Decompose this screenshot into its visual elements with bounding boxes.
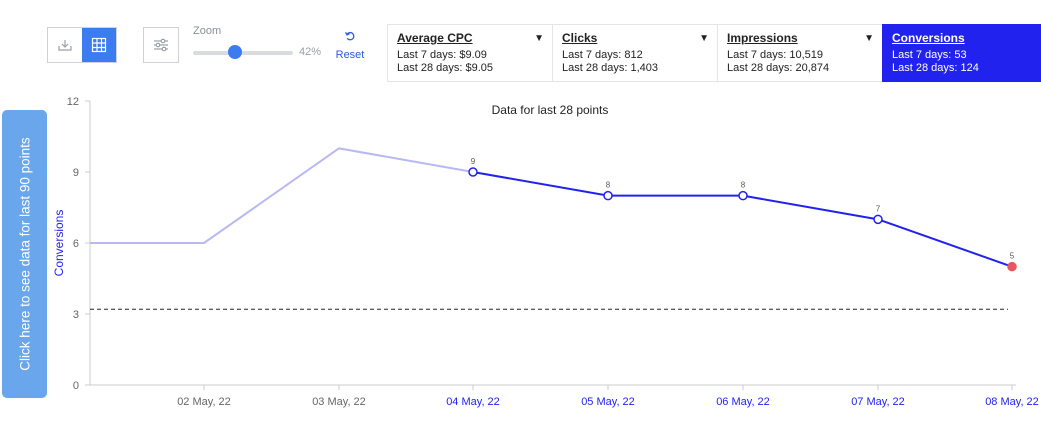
reset-label: Reset: [335, 49, 365, 61]
metric-title: Average CPC: [397, 31, 473, 45]
dropdown-arrow-icon[interactable]: ▼: [534, 33, 544, 44]
dropdown-arrow-icon[interactable]: ▼: [699, 33, 709, 44]
y-tick-label: 0: [73, 380, 79, 392]
y-axis-label: Conversions: [52, 210, 66, 277]
metric-last-7: Last 7 days: 812: [562, 49, 643, 61]
data-label: 5: [1010, 252, 1015, 261]
chart-axes: 0 3 6 9 12 02 May, 22 03 May, 22 04 May, 22 05 M…: [67, 96, 1039, 408]
metric-last-7: Last 7 days: 10,519: [727, 49, 824, 61]
download-chart-icon[interactable]: [48, 28, 82, 62]
metric-title: Conversions: [892, 31, 965, 45]
x-tick-label: 03 May, 22: [312, 396, 366, 408]
data-point: [738, 190, 748, 201]
x-tick-label: 07 May, 22: [851, 396, 905, 408]
metric-card-conversions[interactable]: Conversions Last 7 days: 53 Last 28 days…: [882, 24, 1041, 82]
metric-last-28: Last 28 days: 1,403: [562, 62, 659, 74]
x-tick-label: 02 May, 22: [177, 396, 231, 408]
conversions-line-chart: Data for last 28 points Conversions 0 3 6 9…: [52, 96, 1039, 408]
x-tick-label: 05 May, 22: [581, 396, 635, 408]
metric-last-28: Last 28 days: 124: [892, 62, 979, 74]
metric-card-clicks[interactable]: Clicks ▼ Last 7 days: 812 Last 28 days: …: [552, 24, 718, 82]
chart-title: Data for last 28 points: [492, 103, 609, 117]
y-tick-label: 9: [73, 167, 79, 179]
dropdown-arrow-icon[interactable]: ▼: [864, 33, 874, 44]
metric-title: Clicks: [562, 31, 598, 45]
data-label: 7: [876, 204, 881, 213]
zoom-slider-track[interactable]: [193, 51, 293, 55]
undo-icon: [330, 30, 370, 44]
data-point: [603, 190, 613, 201]
metric-card-average-cpc[interactable]: Average CPC ▼ Last 7 days: $9.09 Last 28…: [387, 24, 553, 82]
x-tick-label: 08 May, 22: [985, 396, 1039, 408]
y-tick-label: 3: [73, 309, 79, 321]
series-conversions: [90, 147, 1013, 268]
reset-button[interactable]: Reset: [330, 30, 370, 61]
last-90-points-button[interactable]: Click here to see data for last 90 point…: [2, 110, 47, 398]
y-tick-label: 12: [67, 96, 79, 108]
metric-title: Impressions: [727, 31, 798, 45]
data-label: 9: [471, 157, 476, 166]
zoom-slider-handle[interactable]: [228, 45, 242, 59]
data-point-highlighted: [1007, 261, 1017, 272]
zoom-value: 42%: [299, 46, 322, 58]
data-point: [873, 214, 883, 225]
data-point: [468, 167, 478, 177]
data-label: 8: [606, 181, 611, 190]
sliders-icon[interactable]: [143, 27, 179, 63]
data-points: 9 8 8 7 5: [468, 157, 1017, 272]
view-toggle: [47, 27, 117, 63]
faded-series-line: [90, 147, 474, 244]
y-tick-label: 6: [73, 238, 79, 250]
metric-last-7: Last 7 days: $9.09: [397, 49, 487, 61]
metric-card-impressions[interactable]: Impressions ▼ Last 7 days: 10,519 Last 2…: [717, 24, 883, 82]
grid-icon[interactable]: [82, 28, 116, 62]
toolbar: Zoom 42% Reset Average CPC ▼ Last 7 days…: [0, 0, 1041, 90]
data-label: 8: [741, 181, 746, 190]
metric-last-28: Last 28 days: 20,874: [727, 62, 830, 74]
x-tick-label: 04 May, 22: [446, 396, 500, 408]
metric-last-28: Last 28 days: $9.05: [397, 62, 494, 74]
x-tick-label: 06 May, 22: [716, 396, 770, 408]
zoom-label: Zoom: [193, 25, 222, 37]
metric-last-7: Last 7 days: 53: [892, 49, 967, 61]
